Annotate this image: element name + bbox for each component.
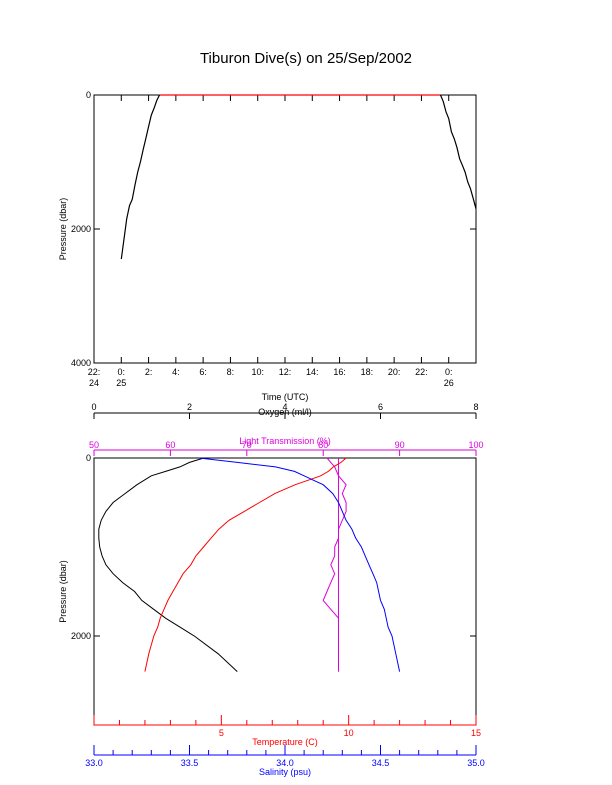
light-axis-label: Light Transmission (%): [239, 436, 331, 446]
oxygen-tick-label: 8: [473, 402, 478, 412]
oxygen-tick-label: 4: [282, 402, 287, 412]
x-axis-label: Time (UTC): [262, 392, 309, 402]
temperature-profile-line: [144, 457, 347, 672]
plot-frame: [93, 457, 477, 726]
salinity-tick-label: 33.5: [181, 758, 199, 768]
y-tick-label: 4000: [71, 358, 91, 368]
chart-title: Tiburon Dive(s) on 25/Sep/2002: [199, 50, 413, 67]
salinity-tick-label: 33.0: [85, 758, 103, 768]
x-tick-label: 12:: [279, 367, 292, 377]
x-tick-label: 26: [444, 378, 454, 388]
light-tick-label: 100: [468, 440, 483, 450]
y-axis-label: Pressure (dbar): [58, 198, 68, 261]
temperature-tick-label: 5: [219, 728, 224, 738]
temperature-tick-label: 15: [471, 728, 481, 738]
x-tick-label: 0:: [445, 367, 453, 377]
oxygen-tick-label: 6: [378, 402, 383, 412]
x-tick-label: 16:: [333, 367, 346, 377]
x-tick-label: 25: [116, 378, 126, 388]
salinity-tick-label: 34.0: [276, 758, 294, 768]
x-tick-label: 0:: [118, 367, 126, 377]
ascent-trace: [439, 94, 477, 210]
x-tick-label: 18:: [361, 367, 374, 377]
salinity-tick-label: 34.5: [372, 758, 390, 768]
temperature-tick-label: 10: [344, 728, 354, 738]
y-tick-label: 0: [86, 90, 91, 100]
x-tick-label: 8:: [227, 367, 235, 377]
salinity-tick-label: 35.0: [467, 758, 485, 768]
light-tick-label: 50: [89, 440, 99, 450]
x-tick-label: 14:: [306, 367, 319, 377]
y-axis-label: Pressure (dbar): [58, 560, 68, 623]
descent-trace: [120, 94, 161, 260]
salinity-profile-line: [198, 457, 401, 672]
oxygen-tick-label: 2: [187, 402, 192, 412]
light-tick-label: 80: [318, 440, 328, 450]
x-tick-label: 4:: [172, 367, 180, 377]
temperature-axis-label: Temperature (C): [252, 737, 318, 747]
x-tick-label: 22:: [88, 367, 101, 377]
light-tick-label: 70: [242, 440, 252, 450]
x-tick-label: 20:: [388, 367, 401, 377]
x-tick-label: 6:: [199, 367, 207, 377]
y-tick-label: 2000: [71, 224, 91, 234]
light-profile-line: [322, 457, 347, 672]
oxygen-profile-line: [98, 457, 238, 672]
plot-frame: [93, 94, 477, 364]
y-tick-label: 2000: [71, 631, 91, 641]
x-tick-label: 24: [89, 378, 99, 388]
salinity-axis-label: Salinity (psu): [259, 767, 311, 777]
light-tick-label: 90: [395, 440, 405, 450]
oxygen-tick-label: 0: [91, 402, 96, 412]
oxygen-axis-label: Oxygen (ml/l): [258, 407, 312, 417]
x-tick-label: 2:: [145, 367, 153, 377]
light-tick-label: 60: [165, 440, 175, 450]
x-tick-label: 10:: [251, 367, 264, 377]
y-tick-label: 0: [86, 453, 91, 463]
x-tick-label: 22:: [415, 367, 428, 377]
